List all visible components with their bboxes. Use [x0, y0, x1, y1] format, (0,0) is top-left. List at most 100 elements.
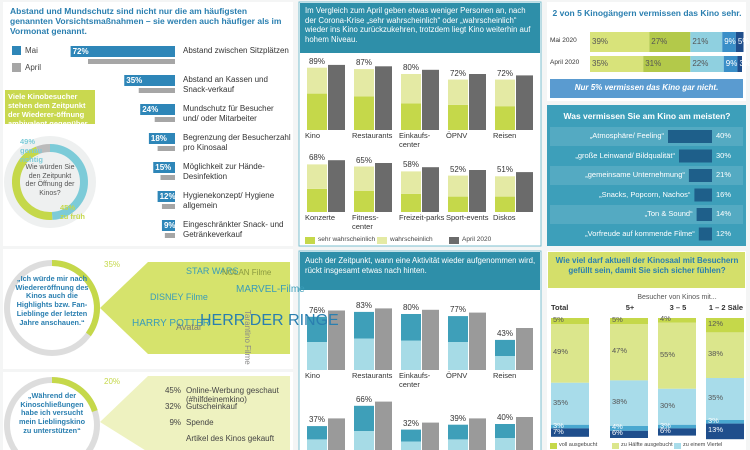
bar: [88, 59, 175, 64]
legend-label: zu Hälfte ausgebucht: [621, 442, 673, 448]
category-label: Reisen: [493, 371, 517, 380]
data-label: 72%: [72, 47, 89, 56]
data-label: 20%: [104, 377, 121, 386]
bar-segment: [495, 438, 515, 450]
data-label: 39%: [592, 37, 609, 46]
data-label: 49%: [20, 137, 36, 146]
legend-label: wahrscheinlich: [390, 236, 433, 243]
bar: [124, 75, 175, 86]
bar-segment: [706, 318, 744, 333]
data-label: 49%: [553, 347, 569, 357]
bar: [161, 220, 175, 231]
legend-swatch: [612, 443, 619, 449]
bar-segment: [495, 106, 515, 130]
legend-swatch: [12, 46, 21, 55]
comparison-bar: [375, 66, 392, 130]
word: STAR WARS: [186, 266, 239, 276]
category-label: Diskos: [493, 213, 516, 222]
data-label: 35%: [126, 76, 143, 85]
bar-segment: [307, 439, 327, 450]
bar: [148, 133, 175, 144]
legend-swatch: [449, 237, 459, 244]
data-label: 45%: [60, 203, 76, 212]
comparison-bar: [422, 69, 439, 130]
bar-segment: [551, 424, 589, 429]
data-label: 18%: [150, 134, 167, 143]
bar: [164, 233, 175, 238]
bar-segment: [610, 318, 648, 324]
bar-segment: [307, 67, 327, 94]
category-label: Begrenzung der Besucherzahl pro Kinosaal: [183, 133, 291, 152]
bar-segment: [658, 322, 696, 389]
category-label: Möglichkeit zur Hände-Desinfektion: [183, 162, 265, 181]
bar-segment: [610, 324, 648, 381]
bar-segment: [658, 318, 696, 323]
bar-segment: [307, 426, 327, 440]
bar-segment: [551, 428, 589, 437]
quote: „Ich würde mir nach Wiedereröffnung des …: [15, 274, 89, 327]
category-label: April 2020: [550, 59, 580, 66]
comparison-bar: [375, 401, 392, 450]
bar-segment: [401, 429, 421, 442]
bar-segment: [590, 56, 644, 72]
word: NOLAN Filme: [222, 268, 272, 277]
bar-segment: [551, 318, 589, 324]
bar-segment: [401, 193, 421, 212]
data-label: 3%: [553, 420, 564, 430]
category-label: Kino: [305, 371, 321, 380]
header-band: [5, 90, 95, 124]
bar-segment: [706, 378, 744, 420]
legend-swatch: [377, 237, 387, 244]
chart-title: Abstand und Mundschutz sind nicht nur di…: [10, 6, 282, 36]
data-label: 13%: [708, 425, 724, 435]
legend-swatch: [674, 443, 681, 449]
data-label: 66%: [355, 394, 372, 404]
bar-segment: [401, 171, 421, 194]
bar-segment: [610, 426, 648, 431]
bar-segment: [495, 424, 515, 438]
bar-segment: [448, 424, 468, 440]
bar-segment: [649, 32, 691, 52]
category-label: Restaurants: [352, 131, 393, 140]
bar-segment: [495, 196, 515, 212]
data-label: 12%: [716, 228, 732, 238]
category-label: Hygienekonzept/ Hygiene allgemein: [183, 191, 275, 210]
data-label: 35%: [104, 260, 121, 269]
category-label: Gutscheinkauf: [186, 402, 238, 411]
bar: [157, 146, 175, 151]
category-label: Konzerte: [305, 213, 336, 222]
data-label: 16%: [716, 189, 732, 199]
category-label: zu früh: [60, 212, 85, 221]
bar-segment: [448, 342, 468, 370]
data-label: 51%: [496, 165, 513, 175]
data-label: 40%: [716, 131, 732, 140]
category-label: „Ton & Sound“: [644, 209, 693, 218]
bar-segment: [551, 324, 589, 383]
row-band: [550, 205, 743, 224]
data-label: 9%: [724, 37, 736, 46]
data-label: 24%: [142, 105, 159, 114]
category-label: Reisen: [493, 131, 517, 140]
category-label: Total: [551, 303, 569, 312]
comparison-bar: [328, 64, 345, 130]
comparison-bar: [328, 418, 345, 450]
comparison-bar: [422, 422, 439, 450]
donut-segment: [49, 144, 88, 220]
bar-segment: [448, 196, 468, 212]
footer-band: [550, 79, 743, 98]
category-label: Online-Werbung geschaut (#hilfdeinemkino…: [186, 386, 279, 404]
data-label: 3%: [739, 59, 750, 68]
quote: „Während der Kinoschließungen habe ich v…: [18, 391, 86, 435]
bar-segment: [735, 32, 744, 52]
data-label: 76%: [308, 305, 325, 315]
comparison-bar: [375, 308, 392, 370]
legend-label: voll ausgebucht: [559, 442, 598, 448]
subtitle: Besucher von Kinos mit...: [637, 294, 717, 301]
category-label: Sport-events: [446, 213, 489, 222]
data-label: 55%: [660, 349, 676, 359]
bar-segment: [551, 382, 589, 425]
bar-segment: [610, 380, 648, 426]
data-label: 35%: [592, 59, 609, 68]
category-label: Mundschutz für Besucher und/ oder Mitarb…: [183, 104, 274, 123]
